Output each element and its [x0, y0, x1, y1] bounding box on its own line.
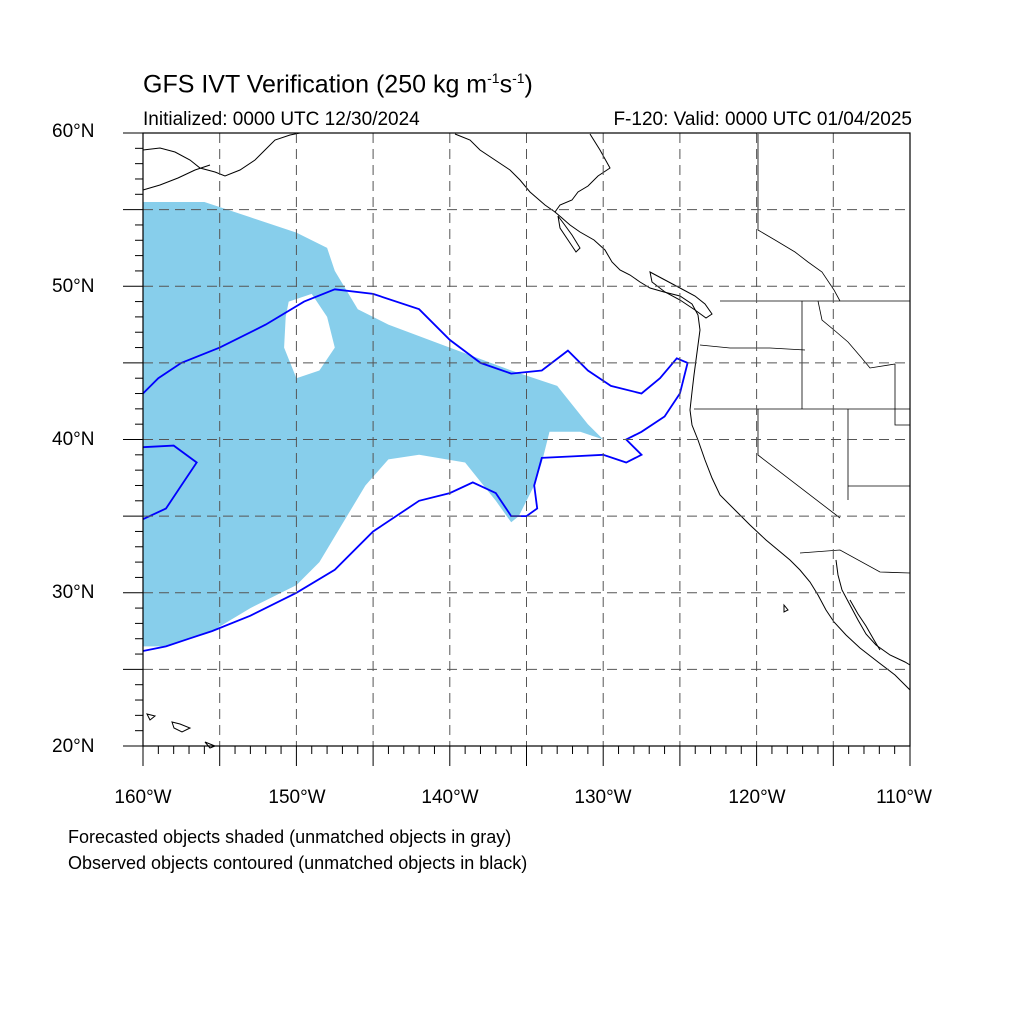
coastline-alaska [142, 132, 301, 177]
observed-object-contour [142, 288, 689, 652]
lon-label-140w: 140°W [421, 787, 479, 808]
lon-label-110w: 110°W [876, 787, 932, 808]
chart-title: GFS IVT Verification (250 kg m-1s-1) [143, 70, 533, 99]
coastline-north-america [554, 133, 911, 691]
border-wa-or [699, 344, 806, 351]
lon-label-120w: 120°W [728, 787, 786, 808]
coastline-southeast-alaska [454, 133, 556, 213]
lat-label-50n: 50°N [52, 276, 95, 297]
coastline-baja [835, 559, 911, 666]
border-bc-alberta [757, 134, 841, 302]
island-channel [783, 603, 789, 613]
legend-note-observed: Observed objects contoured (unmatched ob… [68, 853, 528, 873]
observed-object-contour-lobe [142, 444, 198, 521]
legend-note-forecast: Forecasted objects shaded (unmatched obj… [68, 827, 512, 847]
coastline-layer [142, 132, 911, 749]
lat-label-60n: 60°N [52, 121, 95, 142]
political-borders-layer [694, 134, 911, 574]
island-vancouver [649, 271, 713, 319]
lat-label-20n: 20°N [52, 736, 95, 757]
coastline-gulf-california [849, 599, 881, 651]
island-hawaii-3 [204, 741, 217, 749]
grid-layer [143, 133, 910, 746]
valid-time-label: F-120: Valid: 0000 UTC 01/04/2025 [613, 109, 912, 130]
island-haida-gwaii [557, 215, 581, 253]
tick-layer [123, 132, 911, 766]
initialized-label: Initialized: 0000 UTC 12/30/2024 [143, 109, 420, 130]
border-us-mexico [799, 549, 911, 574]
lon-label-160w: 160°W [114, 787, 172, 808]
border-idaho-montana [817, 300, 896, 369]
lat-label-30n: 30°N [52, 582, 95, 603]
island-hawaii-2 [171, 721, 192, 733]
lat-label-40n: 40°N [52, 429, 95, 450]
observed-objects-layer [142, 288, 689, 652]
island-hawaii-1 [146, 713, 157, 721]
border-wyoming [894, 364, 910, 426]
border-ca-nv [757, 409, 841, 519]
lon-label-150w: 150°W [268, 787, 326, 808]
lon-label-130w: 130°W [574, 787, 632, 808]
coastline-alaska-peninsula [142, 164, 211, 191]
